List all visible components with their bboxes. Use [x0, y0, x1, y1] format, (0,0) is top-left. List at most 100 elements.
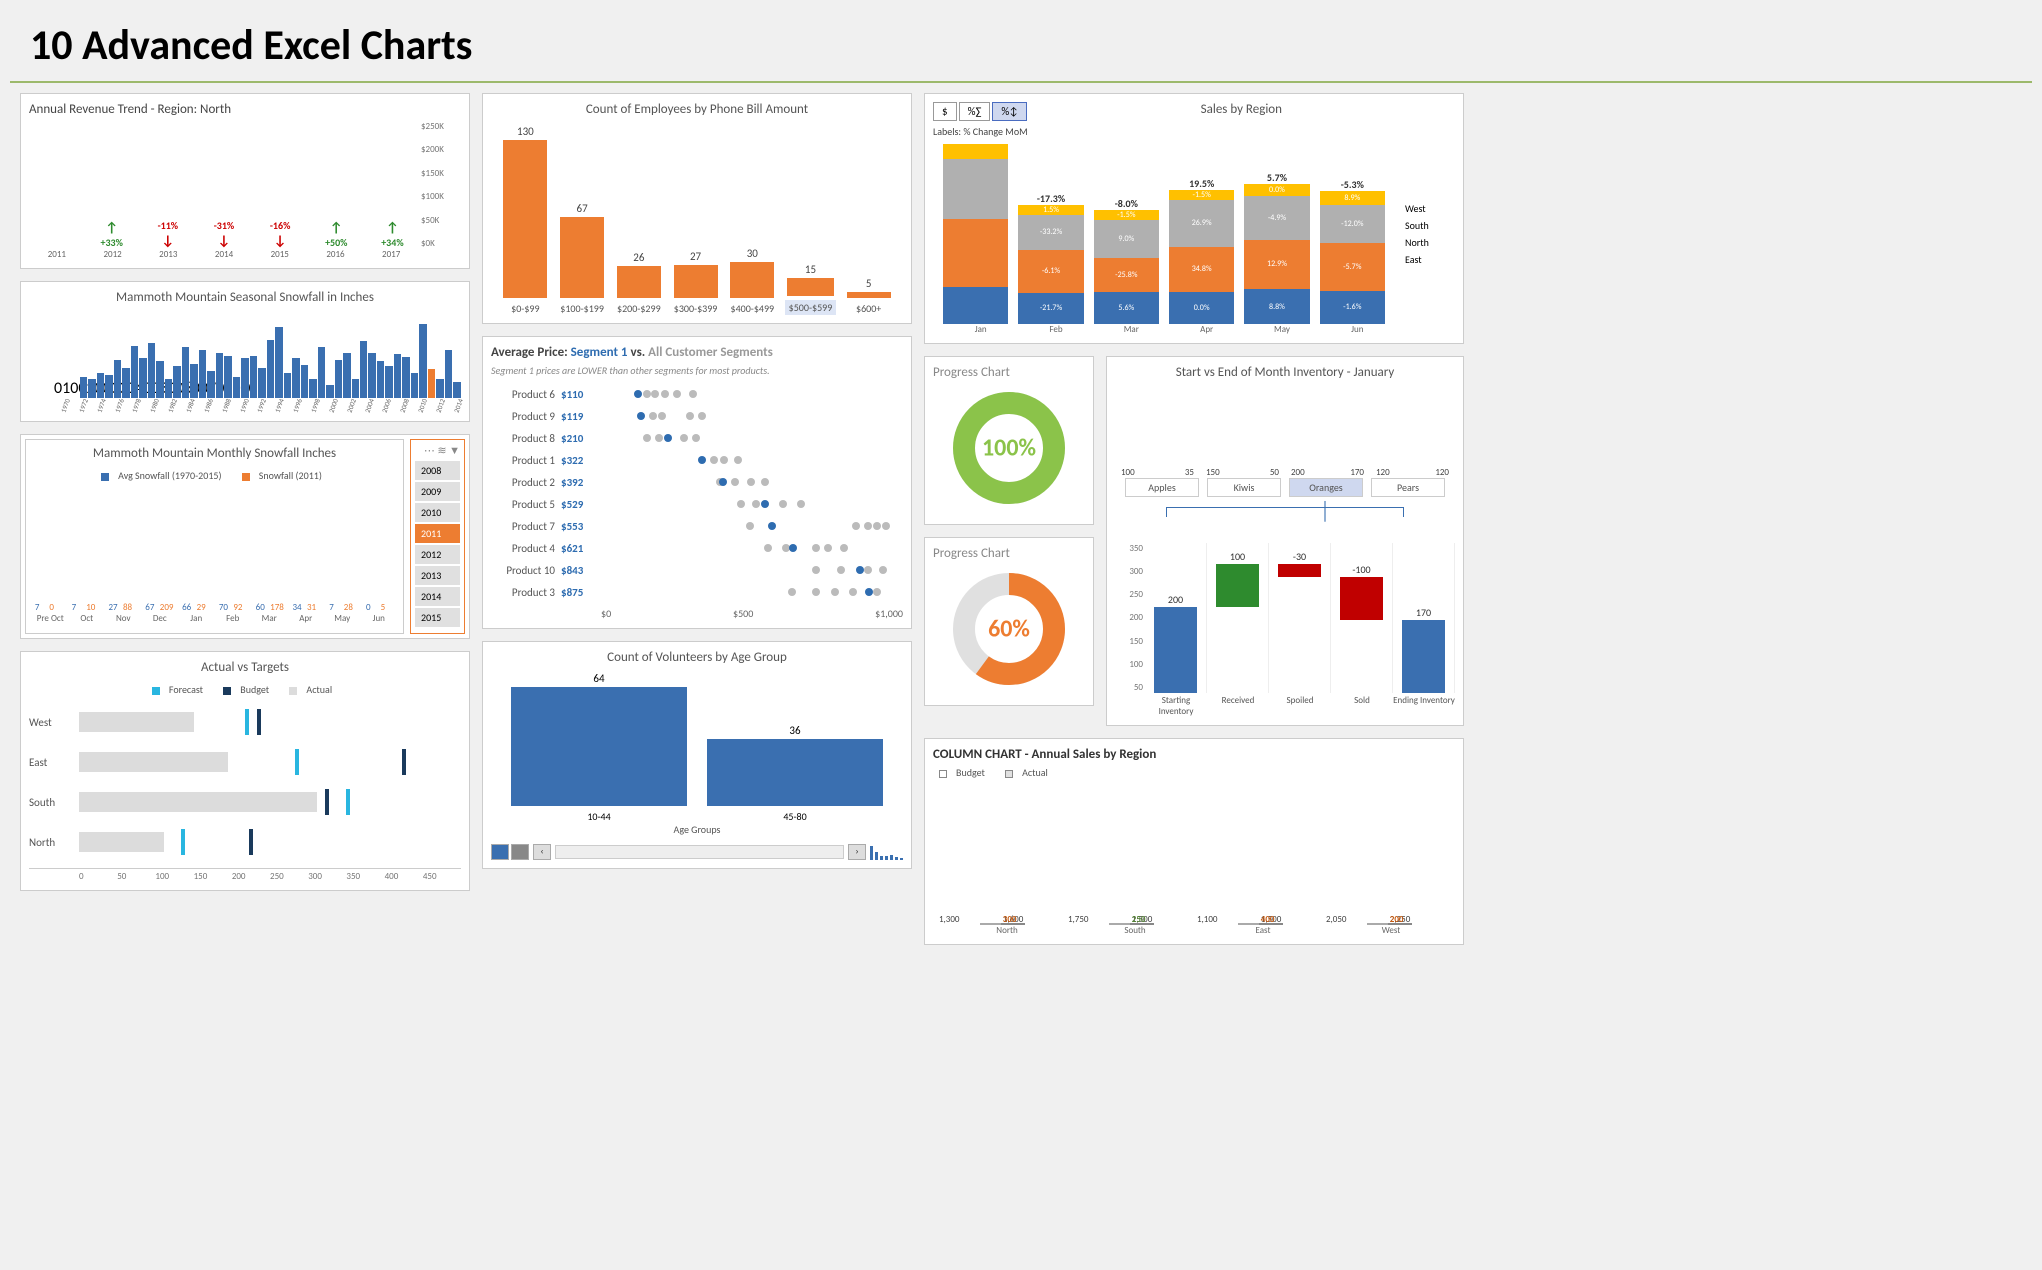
- seasonal-bar: [190, 364, 197, 398]
- vol-scrollbar: ‹ ›: [491, 844, 903, 860]
- seasonal-bar: [165, 379, 172, 398]
- sbr-col: -8.0%-1.5%9.0%-25.8%5.6%: [1094, 210, 1159, 324]
- annual-sales-card: COLUMN CHART - Annual Sales by Region Bu…: [924, 738, 1464, 945]
- p2-value: 60%: [988, 615, 1030, 644]
- ap-row: Product 1$322: [491, 449, 903, 471]
- seasonal-bar: [182, 347, 189, 398]
- seasonal-bar: [385, 366, 392, 398]
- monthly-title: Mammoth Mountain Monthly Snowfall Inches: [32, 446, 397, 461]
- sb-track[interactable]: [555, 845, 844, 859]
- slicer-item-2014[interactable]: 2014: [415, 587, 460, 606]
- ap-row: Product 3$875: [491, 581, 903, 603]
- seasonal-bar: [156, 361, 163, 398]
- seasonal-bar: [88, 379, 95, 398]
- slicer-item-2015[interactable]: 2015: [415, 608, 460, 627]
- progress1-card: Progress Chart 100%: [924, 356, 1094, 525]
- col-left: Annual Revenue Trend - Region: North ↑+3…: [20, 93, 470, 945]
- slicer-item-2013[interactable]: 2013: [415, 566, 460, 585]
- wf-col: 200: [1145, 543, 1207, 693]
- seasonal-bar: [301, 365, 308, 398]
- seasonal-card: Mammoth Mountain Seasonal Snowfall in In…: [20, 281, 470, 422]
- sbr-title: Sales by Region: [1028, 102, 1455, 136]
- ap-row: Product 7$553: [491, 515, 903, 537]
- col-right: $%∑%↕ Labels: % Change MoM Sales by Regi…: [924, 93, 1464, 945]
- sbr-toggle-2[interactable]: %↕: [992, 102, 1026, 121]
- inv-tab-kiwis[interactable]: Kiwis: [1207, 478, 1281, 497]
- asr-title: COLUMN CHART - Annual Sales by Region: [933, 747, 1455, 762]
- wf-col: 170: [1393, 543, 1455, 693]
- seasonal-bar: [241, 358, 248, 398]
- seasonal-bar: [335, 360, 342, 398]
- ap-row: Product 2$392: [491, 471, 903, 493]
- sbr-toggle-1[interactable]: %∑: [959, 102, 991, 121]
- seasonal-bar: [343, 353, 350, 398]
- ap-row: Product 4$621: [491, 537, 903, 559]
- at-legend: Forecast Budget Actual: [29, 683, 461, 696]
- sbr-toggles: $%∑%↕: [933, 102, 1028, 121]
- sales-region-card: $%∑%↕ Labels: % Change MoM Sales by Regi…: [924, 93, 1464, 344]
- seasonal-bar: [428, 369, 435, 398]
- pb-col: 5$600+: [844, 277, 893, 315]
- p2-title: Progress Chart: [933, 546, 1085, 561]
- monthly-legend: Avg Snowfall (1970-2015) Snowfall (2011): [32, 469, 397, 482]
- sbr-legend: WestSouthNorthEast: [1395, 144, 1455, 324]
- ap-subtitle: Segment 1 prices are LOWER than other se…: [491, 364, 903, 377]
- seasonal-bar: [80, 377, 87, 398]
- sb-left[interactable]: ‹: [533, 844, 551, 860]
- seasonal-bar: [326, 385, 333, 398]
- seasonal-bar: [258, 368, 265, 398]
- slicer-item-2009[interactable]: 2009: [415, 482, 460, 501]
- seasonal-bar: [199, 350, 206, 398]
- seasonal-title: Mammoth Mountain Seasonal Snowfall in In…: [29, 290, 461, 305]
- donut-2: 60%: [949, 569, 1069, 689]
- sbr-col: 19.5%-1.5%26.9%34.8%0.0%: [1169, 190, 1234, 324]
- at-title: Actual vs Targets: [29, 660, 461, 675]
- pb-title: Count of Employees by Phone Bill Amount: [491, 102, 903, 117]
- seasonal-bar: [267, 340, 274, 398]
- revenue-title: Annual Revenue Trend - Region: North: [29, 102, 461, 117]
- seasonal-bar: [318, 347, 325, 398]
- ap-row: Product 10$843: [491, 559, 903, 581]
- sb-btn-2[interactable]: [511, 844, 529, 860]
- wf-col: -100: [1331, 543, 1393, 693]
- inv-tab-apples[interactable]: Apples: [1125, 478, 1199, 497]
- slicer-item-2010[interactable]: 2010: [415, 503, 460, 522]
- slicer-item-2011[interactable]: 2011: [415, 524, 460, 543]
- seasonal-bar: [207, 371, 214, 398]
- sb-right[interactable]: ›: [848, 844, 866, 860]
- sbr-col: 5.7%0.0%-4.9%12.9%8.8%: [1244, 184, 1309, 324]
- pb-col: 130$0-$99: [501, 125, 550, 315]
- sbr-labels-note: Labels: % Change MoM: [933, 125, 1028, 138]
- inv-title: Start vs End of Month Inventory - Januar…: [1115, 365, 1455, 380]
- seasonal-bar: [445, 350, 452, 398]
- at-row-east: East: [29, 748, 461, 776]
- wf-col: 100: [1207, 543, 1269, 693]
- seasonal-bar: [148, 343, 155, 398]
- slicer-item-2012[interactable]: 2012: [415, 545, 460, 564]
- ap-row: Product 6$110: [491, 383, 903, 405]
- avg-price-card: Average Price: Segment 1 vs. All Custome…: [482, 336, 912, 629]
- inv-tab-oranges[interactable]: Oranges: [1289, 478, 1363, 497]
- seasonal-bar: [139, 358, 146, 398]
- col-mid: Count of Employees by Phone Bill Amount …: [482, 93, 912, 945]
- sbr-toggle-0[interactable]: $: [933, 102, 957, 121]
- donut-1: 100%: [949, 388, 1069, 508]
- inventory-card: Start vs End of Month Inventory - Januar…: [1106, 356, 1464, 726]
- vol-axis-label: Age Groups: [491, 823, 903, 836]
- seasonal-bar: [368, 353, 375, 398]
- volunteers-card: Count of Volunteers by Age Group 6410-44…: [482, 641, 912, 869]
- seasonal-bar: [411, 373, 418, 399]
- phone-bill-card: Count of Employees by Phone Bill Amount …: [482, 93, 912, 324]
- slicer-icons: ⋯ ≋ ▼: [415, 444, 460, 457]
- slicer-item-2008[interactable]: 2008: [415, 461, 460, 480]
- seasonal-bar: [360, 341, 367, 398]
- seasonal-bar: [233, 377, 240, 398]
- inv-tab-pears[interactable]: Pears: [1371, 478, 1445, 497]
- seasonal-bar: [131, 346, 138, 398]
- seasonal-bar: [419, 324, 426, 398]
- seasonal-bar: [453, 382, 460, 398]
- sb-btn-1[interactable]: [491, 844, 509, 860]
- sbr-col: -17.3%1.5%-33.2%-6.1%-21.7%: [1018, 205, 1083, 324]
- sbr-col: -5.3%8.9%-12.0%-5.7%-1.6%: [1320, 191, 1385, 324]
- seasonal-bar: [377, 361, 384, 398]
